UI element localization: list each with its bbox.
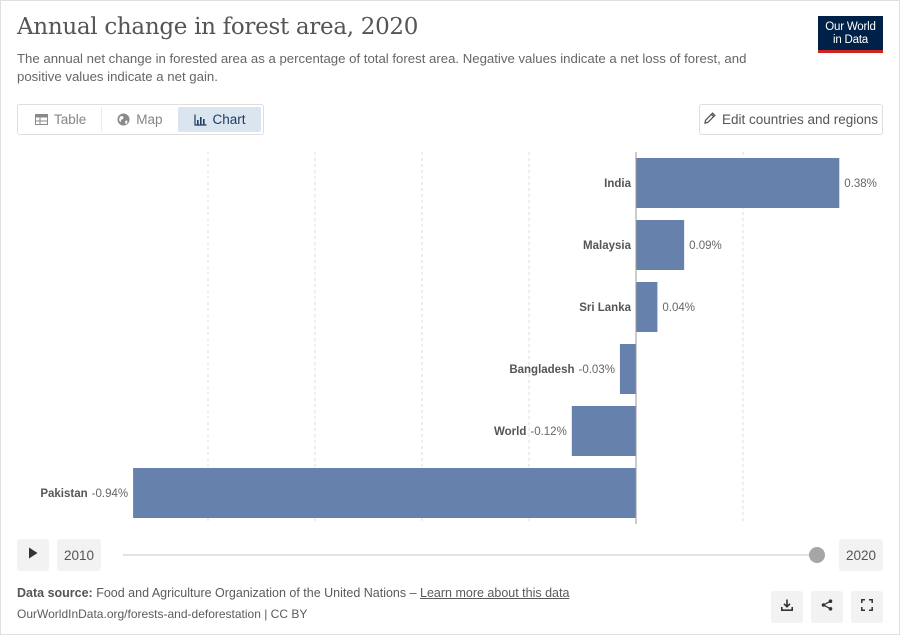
fullscreen-button[interactable] <box>851 591 883 623</box>
tab-chart-label: Chart <box>212 112 246 127</box>
play-button[interactable] <box>17 539 49 571</box>
bar[interactable] <box>636 282 658 332</box>
tab-map[interactable]: Map <box>101 107 177 132</box>
category-label: World <box>494 426 526 438</box>
category-label: India <box>604 178 631 190</box>
end-year[interactable]: 2020 <box>839 539 883 571</box>
value-label: -0.12% <box>530 426 566 438</box>
edit-countries-label: Edit countries and regions <box>721 112 879 127</box>
value-label: 0.04% <box>662 302 695 314</box>
category-label: Bangladesh <box>509 364 574 376</box>
tab-table[interactable]: Table <box>20 107 101 132</box>
bar[interactable] <box>571 406 636 456</box>
view-tabs: Table Map Chart <box>17 104 264 135</box>
source-label: Data source: <box>17 586 93 600</box>
category-label: Pakistan <box>40 488 87 500</box>
category-label: Sri Lanka <box>579 302 631 314</box>
download-icon <box>781 598 793 616</box>
source-url: OurWorldInData.org/forests-and-deforesta… <box>17 607 308 621</box>
timeline-handle[interactable] <box>809 547 825 563</box>
download-button[interactable] <box>771 591 803 623</box>
timeline-track[interactable] <box>123 554 817 556</box>
share-icon <box>821 598 833 616</box>
tab-chart[interactable]: Chart <box>177 107 261 132</box>
pencil-icon <box>704 112 716 127</box>
chart-subtitle: The annual net change in forested area a… <box>17 51 747 84</box>
timeline: 2010 2020 <box>17 539 883 572</box>
bar[interactable] <box>636 158 840 208</box>
play-icon <box>28 546 38 564</box>
logo-line-2: in Data <box>832 33 869 46</box>
start-year[interactable]: 2010 <box>57 539 101 571</box>
owid-logo[interactable]: Our World in Data <box>818 16 883 53</box>
tab-map-label: Map <box>136 112 163 127</box>
value-label: -0.94% <box>92 488 128 500</box>
chart-icon <box>193 114 207 126</box>
bar-chart: India 0.38% Malaysia 0.09% Sri Lanka 0.04% -0.… <box>40 152 877 524</box>
learn-more-link[interactable]: Learn more about this data <box>420 586 570 600</box>
fullscreen-icon <box>861 598 873 616</box>
table-icon <box>35 114 48 125</box>
value-label: -0.03% <box>579 364 615 376</box>
value-label: 0.38% <box>844 178 877 190</box>
logo-line-1: Our World <box>825 21 876 33</box>
globe-icon <box>117 113 130 126</box>
bar[interactable] <box>636 220 685 270</box>
bar[interactable] <box>133 468 636 518</box>
source-text: Food and Agriculture Organization of the… <box>96 586 421 600</box>
bar[interactable] <box>619 344 636 394</box>
edit-countries-button[interactable]: Edit countries and regions <box>699 104 883 135</box>
data-source: Data source: Food and Agriculture Organi… <box>17 586 569 600</box>
chart-title: Annual change in forest area, 2020 <box>17 14 419 40</box>
value-label: 0.09% <box>689 240 722 252</box>
tab-table-label: Table <box>54 112 87 127</box>
category-label: Malaysia <box>583 240 632 252</box>
share-button[interactable] <box>811 591 843 623</box>
